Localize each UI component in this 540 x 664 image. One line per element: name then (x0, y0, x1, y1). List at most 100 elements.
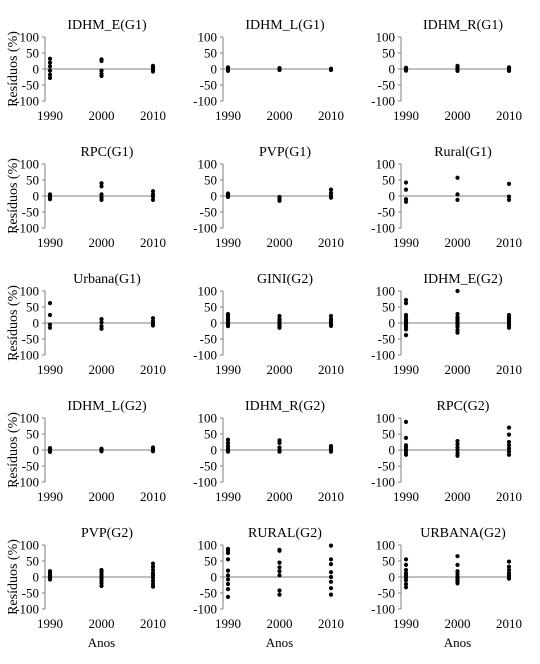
data-point (403, 180, 409, 185)
y-tick-label: -50 (378, 586, 395, 601)
data-point (225, 324, 231, 329)
chart-title: IDHM_R(G1) (423, 18, 503, 33)
data-point (506, 432, 512, 437)
x-tick-label: 2000 (89, 108, 115, 123)
y-tick-label: 50 (382, 427, 395, 442)
y-tick-label: 100 (198, 538, 218, 553)
x-tick-label: 2010 (140, 362, 166, 377)
x-tick-label: 2010 (318, 489, 344, 504)
data-point (99, 184, 104, 189)
data-point (506, 564, 512, 569)
data-point (99, 68, 104, 73)
y-tick-label: 100 (376, 157, 396, 172)
x-tick-label: 1990 (393, 616, 419, 631)
data-point (150, 564, 156, 569)
data-point (225, 550, 231, 556)
data-point (99, 449, 104, 454)
x-tick-label: 2000 (267, 362, 293, 377)
data-point (455, 447, 460, 453)
data-point (403, 567, 409, 573)
x-axis-label: Anos (88, 635, 115, 650)
x-tick-label: 2010 (496, 489, 522, 504)
x-tick-label: 2000 (445, 362, 471, 377)
data-point (328, 579, 334, 584)
data-point (225, 194, 231, 200)
x-tick-label: 2010 (496, 108, 522, 123)
data-point (455, 562, 460, 567)
data-point (506, 194, 512, 199)
data-point (225, 68, 231, 74)
data-point (506, 443, 512, 448)
data-point (455, 554, 460, 559)
data-point (455, 438, 460, 444)
data-point (150, 189, 156, 194)
data-point (150, 449, 156, 454)
x-tick-label: 2000 (445, 235, 471, 250)
y-tick-label: 50 (204, 173, 217, 188)
y-tick-label: 50 (382, 46, 395, 61)
data-point (403, 301, 409, 306)
x-tick-label: 1990 (215, 489, 241, 504)
chart-title: IDHM_E(G2) (423, 272, 503, 287)
data-point (277, 198, 282, 203)
data-point (328, 592, 334, 597)
data-point (506, 576, 512, 581)
data-point (403, 435, 409, 440)
y-tick-label: 0 (211, 62, 218, 77)
data-point (455, 442, 460, 447)
chart-title: IDHM_E(G1) (67, 18, 147, 33)
data-point (47, 577, 53, 582)
x-tick-label: 1990 (215, 616, 241, 631)
x-tick-label: 2010 (140, 489, 166, 504)
data-point (403, 581, 409, 587)
data-point (455, 330, 460, 335)
y-tick-label: 100 (20, 30, 40, 45)
data-point (225, 440, 231, 446)
data-point (403, 297, 409, 303)
data-point (506, 439, 512, 445)
data-point (150, 316, 156, 321)
y-tick-label: 100 (20, 157, 40, 172)
chart-title: Urbana(G1) (73, 272, 141, 287)
y-tick-label: -50 (22, 78, 39, 93)
data-point (99, 320, 104, 325)
y-tick-label: 50 (26, 554, 39, 569)
data-point (99, 192, 104, 197)
data-point (99, 583, 104, 589)
data-point (506, 446, 512, 451)
y-tick-label: -100 (15, 348, 39, 363)
data-point (225, 568, 231, 573)
y-tick-label: -50 (22, 205, 39, 220)
chart-title: RURAL(G2) (248, 526, 322, 541)
data-point (47, 56, 53, 61)
y-tick-label: 100 (20, 538, 40, 553)
data-point (47, 322, 53, 327)
y-tick-label: -100 (15, 602, 39, 617)
x-tick-label: 2000 (89, 616, 115, 631)
data-point (403, 452, 409, 457)
data-point (328, 195, 334, 200)
data-point (277, 573, 282, 578)
x-tick-label: 1990 (37, 489, 63, 504)
data-point (47, 60, 53, 65)
data-point (47, 64, 53, 69)
x-axis-label: Anos (444, 635, 471, 650)
y-tick-label: -50 (378, 78, 395, 93)
data-point (150, 323, 156, 328)
data-point (225, 573, 231, 578)
x-tick-label: 2000 (445, 108, 471, 123)
data-point (99, 326, 104, 331)
data-point (506, 197, 512, 202)
data-point (277, 569, 282, 574)
chart-title: Rural(G1) (434, 145, 492, 160)
x-tick-label: 1990 (37, 362, 63, 377)
data-point (506, 425, 512, 430)
y-tick-label: 0 (211, 316, 218, 331)
data-point (506, 325, 512, 330)
y-tick-label: 0 (33, 189, 40, 204)
data-point (403, 562, 409, 567)
